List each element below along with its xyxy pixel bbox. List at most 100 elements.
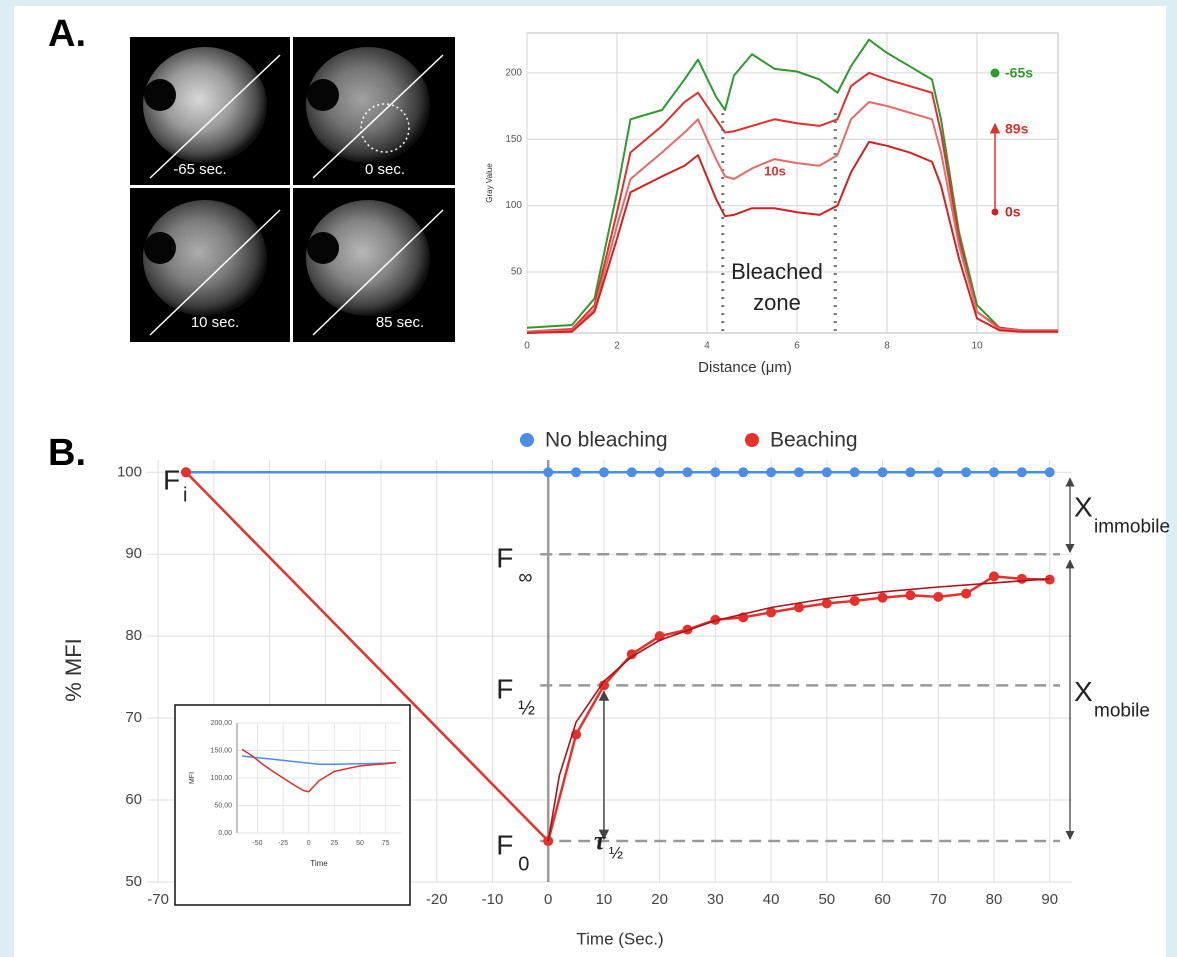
x-tick-label: 20 xyxy=(651,891,668,908)
series-label: 10s xyxy=(764,163,786,178)
data-point xyxy=(710,467,721,478)
data-point xyxy=(821,467,832,478)
series-line xyxy=(526,38,1058,332)
x-tick-label: 40 xyxy=(763,891,780,908)
legend-marker xyxy=(520,433,534,447)
data-point xyxy=(849,595,860,606)
data-point xyxy=(571,467,582,478)
x-tick-label: 0 xyxy=(307,840,311,847)
legend-label: 0s xyxy=(1005,204,1021,220)
x-tick-label: 75 xyxy=(382,840,390,847)
data-point xyxy=(849,467,860,478)
reference-label: F xyxy=(496,674,513,705)
y-tick-label: 100 xyxy=(505,200,522,211)
y-tick-label: 50 xyxy=(125,873,142,890)
data-point xyxy=(933,591,944,602)
data-point xyxy=(626,649,637,660)
data-point xyxy=(877,467,888,478)
image: 10 sec. xyxy=(130,188,290,342)
fraction-subscript: mobile xyxy=(1094,701,1150,722)
data-point xyxy=(766,607,777,618)
reference-subscript: ½ xyxy=(518,698,535,720)
x-tick-label: 4 xyxy=(704,341,710,352)
x-axis-label: Time (Sec.) xyxy=(576,929,663,948)
x-tick-label: 25 xyxy=(330,840,338,847)
series-line xyxy=(526,140,1058,334)
legend-marker xyxy=(745,433,759,447)
chart: 5060708090100-70-60-50-40-30-20-10010203… xyxy=(61,429,1170,949)
reference-label: F xyxy=(496,829,513,860)
legend-marker xyxy=(991,208,999,216)
y-tick-label: 80 xyxy=(125,627,142,644)
data-point xyxy=(654,467,665,478)
series-line xyxy=(526,101,1058,333)
data-point xyxy=(905,590,916,601)
data-point xyxy=(988,467,999,478)
data-point xyxy=(793,602,804,613)
data-point xyxy=(821,598,832,609)
data-point xyxy=(626,467,637,478)
image: 85 sec. xyxy=(293,188,455,342)
y-tick-label: 100 xyxy=(117,463,142,480)
data-point xyxy=(1016,573,1027,584)
data-point xyxy=(961,588,972,599)
y-tick-label: 200,00 xyxy=(211,720,233,727)
x-tick-label: 2 xyxy=(614,341,620,352)
image: 0 sec. xyxy=(293,37,455,185)
data-point xyxy=(766,467,777,478)
data-point xyxy=(738,467,749,478)
data-point xyxy=(988,571,999,582)
initial-subscript: i xyxy=(183,485,187,507)
data-point xyxy=(793,467,804,478)
chart: 0,00 50,00 100,00 150,00 200,00 -50 -25 0 25 50 75… xyxy=(174,704,411,906)
legend-label: Beaching xyxy=(770,429,858,452)
x-tick-label: -10 xyxy=(482,891,504,908)
image-label: 0 sec. xyxy=(365,161,405,178)
series-line xyxy=(526,71,1058,333)
data-point xyxy=(1044,467,1055,478)
legend-label: No bleaching xyxy=(545,429,668,452)
y-tick-label: 90 xyxy=(125,545,142,562)
image-label: 10 sec. xyxy=(191,314,239,331)
data-point xyxy=(598,680,609,691)
y-tick-label: 150 xyxy=(505,134,522,145)
x-tick-label: -50 xyxy=(252,840,262,847)
x-tick-label: 10 xyxy=(596,891,613,908)
data-point xyxy=(1016,467,1027,478)
data-point xyxy=(181,467,192,478)
panel-label: A. xyxy=(48,13,86,55)
series-line xyxy=(242,755,396,765)
y-tick-label: 50 xyxy=(511,267,523,278)
legend-marker xyxy=(990,68,1000,78)
y-axis-label: % MFI xyxy=(61,638,86,702)
fit-curve xyxy=(547,578,1050,842)
chart: 50 100 150 200 0 2 4 6 8 10 Distance (μm) Gray Valu… xyxy=(485,32,1059,376)
x-tick-label: 10 xyxy=(971,341,983,352)
y-tick-label: 70 xyxy=(125,709,142,726)
y-tick-label: 60 xyxy=(125,791,142,808)
half-time-subscript: ½ xyxy=(609,844,623,863)
x-tick-label: -20 xyxy=(426,891,448,908)
x-tick-label: 8 xyxy=(884,341,890,352)
data-point xyxy=(543,467,554,478)
x-axis-label: Distance (μm) xyxy=(698,359,792,376)
bleach-label: zone xyxy=(753,290,801,315)
data-point xyxy=(933,467,944,478)
x-tick-label: 50 xyxy=(356,840,364,847)
x-tick-label: 90 xyxy=(1041,891,1058,908)
bleach-label: Bleached xyxy=(731,259,823,284)
data-point xyxy=(877,592,888,603)
reference-label: F xyxy=(496,543,513,574)
y-tick-label: 100,00 xyxy=(211,775,233,782)
x-tick-label: 80 xyxy=(986,891,1003,908)
x-tick-label: 0 xyxy=(524,341,530,352)
x-tick-label: 60 xyxy=(874,891,891,908)
x-tick-label: 0 xyxy=(544,891,552,908)
data-point xyxy=(1044,574,1055,585)
y-tick-label: 50,00 xyxy=(214,802,232,809)
image-label: -65 sec. xyxy=(173,161,226,178)
reference-subscript: ∞ xyxy=(518,567,532,589)
fraction-label: X xyxy=(1074,676,1093,707)
initial-label: F xyxy=(163,465,180,496)
